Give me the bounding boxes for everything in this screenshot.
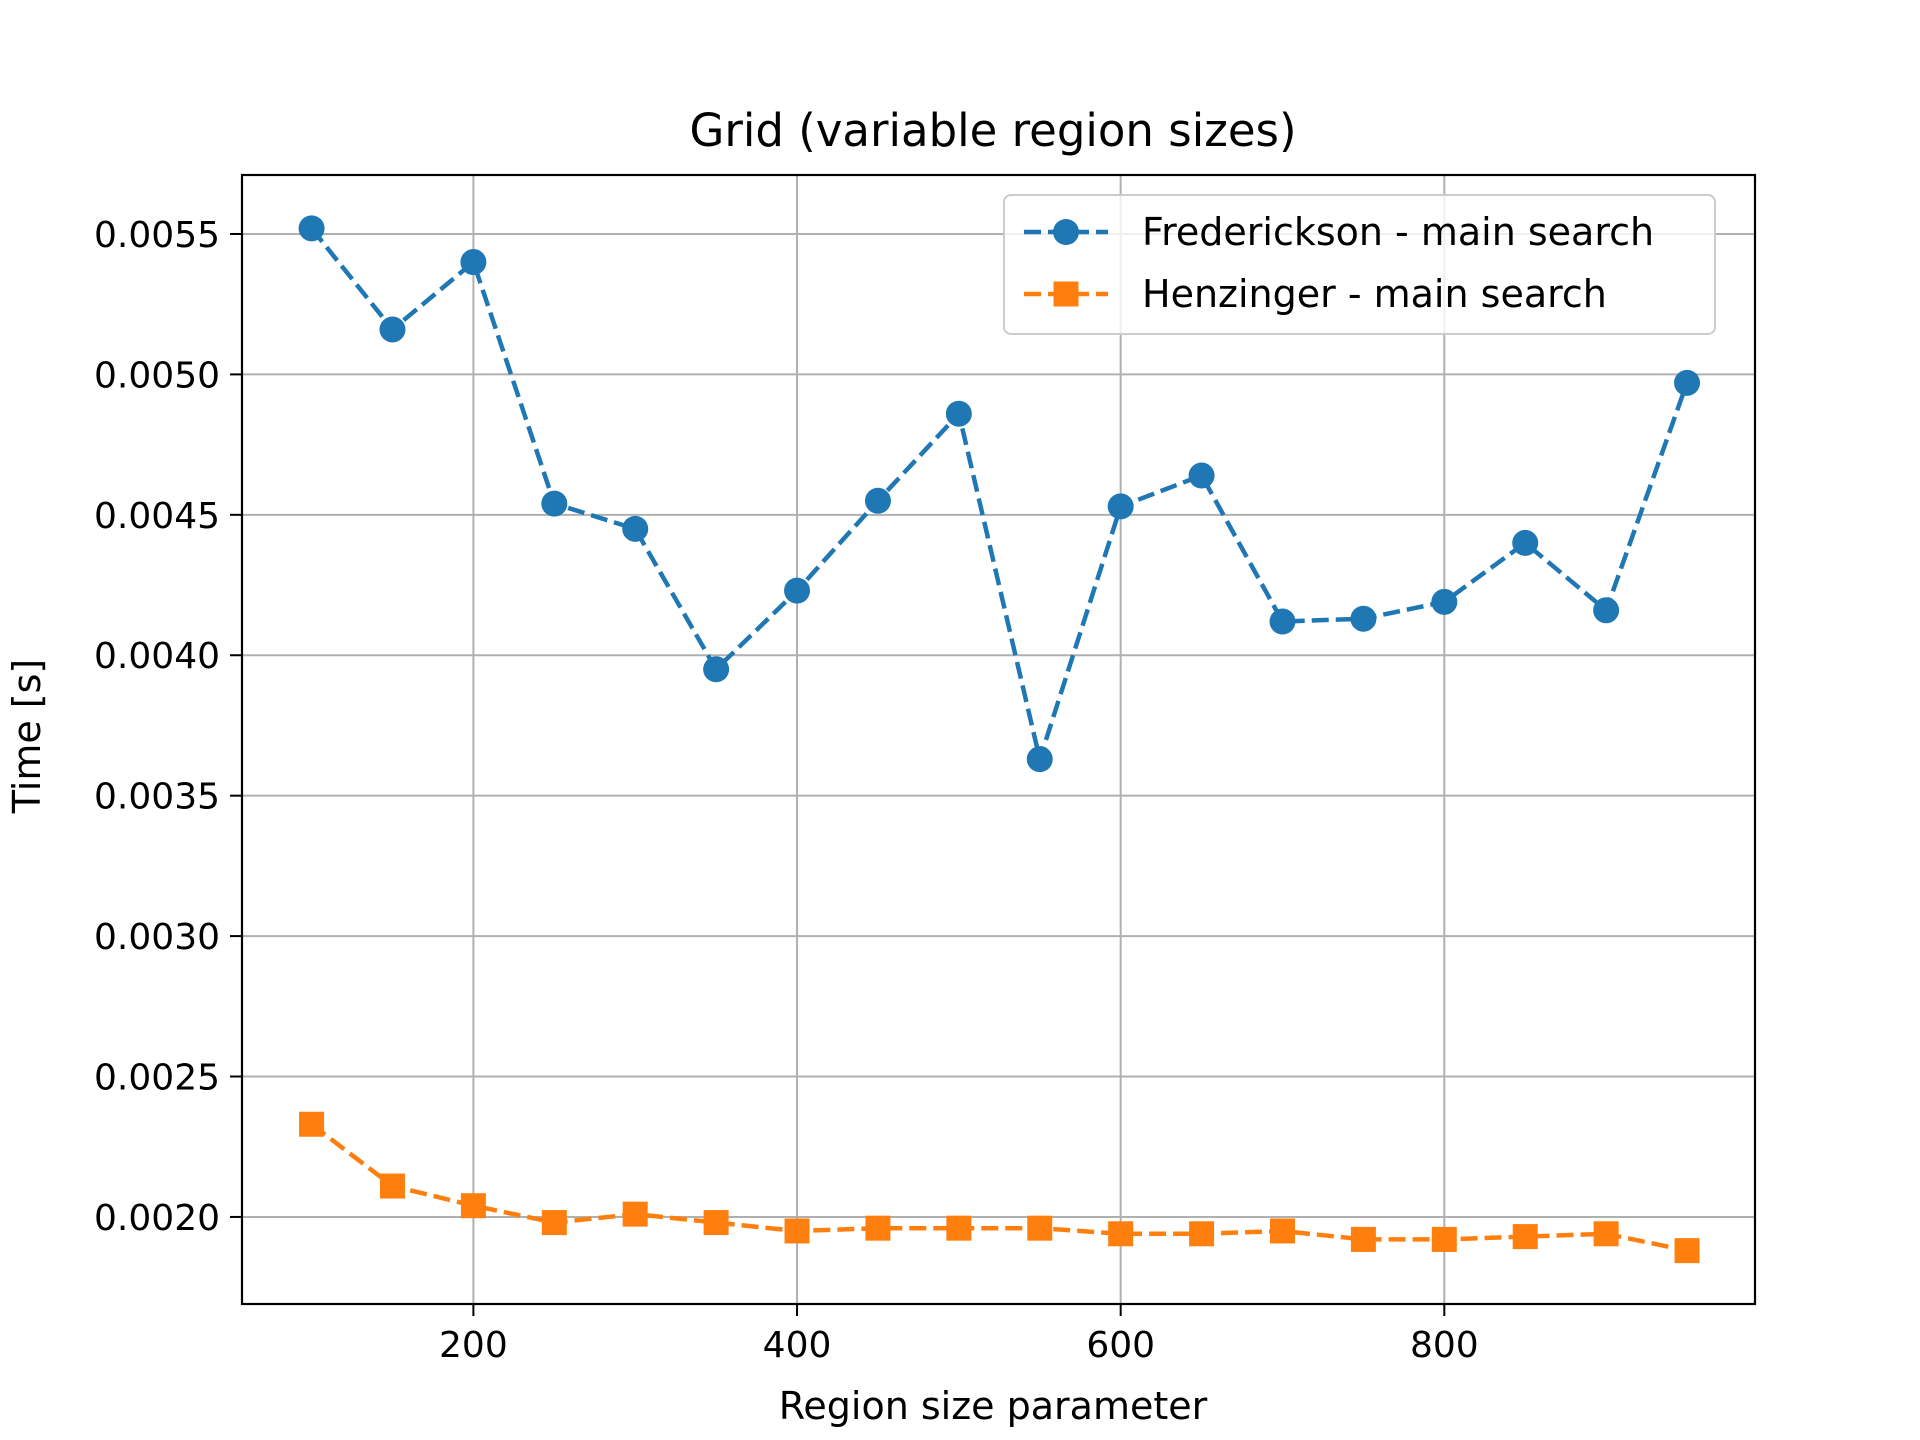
y-axis-label: Time [s] [5,659,49,815]
x-axis-ticks: 200 400 600 800 [439,1304,1479,1366]
legend-label: Henzinger - main search [1142,272,1607,316]
data-point [379,316,406,343]
data-point [784,1218,810,1244]
data-point [1269,608,1296,635]
legend: Frederickson - main search Henzinger - ma… [1003,194,1716,335]
data-point [299,1111,325,1137]
data-point [1189,1221,1215,1247]
legend-label: Frederickson - main search [1142,210,1654,254]
y-tick-label: 0.0050 [94,355,220,396]
data-point [1512,1224,1538,1250]
data-point [1107,493,1134,520]
data-point [541,1210,567,1236]
legend-marker [1053,281,1079,307]
data-point [460,1193,486,1219]
series-line [310,1122,1688,1253]
data-point [784,577,811,604]
legend-entry: Henzinger - main search [1024,272,1607,316]
data-point [1350,1226,1376,1252]
y-tick-label: 0.0030 [94,917,220,958]
plot-area-frame [240,173,1757,1306]
data-point [622,1201,648,1227]
data-point [1674,1238,1700,1264]
data-point [945,400,972,427]
chart-title: Grid (variable region sizes) [689,104,1296,157]
data-point [864,487,891,514]
y-tick-label: 0.0035 [94,777,220,818]
x-tick-label: 200 [439,1325,508,1366]
series-henzinger [299,1111,1700,1264]
data-point [865,1215,891,1241]
data-point [1027,1215,1053,1241]
data-point [1269,1218,1295,1244]
data-point [1512,529,1539,556]
data-point [1674,369,1701,396]
data-point [298,215,325,242]
y-tick-label: 0.0045 [94,496,220,537]
y-tick-label: 0.0025 [94,1058,220,1099]
data-point [1593,1221,1619,1247]
data-point [703,656,730,683]
data-point [1108,1221,1134,1247]
data-point [1593,597,1620,624]
x-axis-label: Region size parameter [779,1384,1208,1428]
data-point [1026,746,1053,773]
legend-entries: Frederickson - main search Henzinger - ma… [1024,210,1654,316]
legend-box [1003,194,1716,335]
y-axis-ticks: 0.0020 0.0025 0.0030 0.0035 0.0040 0.0045 0.00… [94,215,242,1239]
legend-entry: Frederickson - main search [1024,210,1654,254]
y-tick-label: 0.0055 [94,215,220,256]
series-frederickson [298,215,1701,773]
data-point [1431,588,1458,615]
data-point [460,249,487,276]
data-point [1431,1226,1457,1252]
legend-marker [1053,219,1079,245]
x-tick-label: 400 [763,1325,832,1366]
y-tick-label: 0.0040 [94,636,220,677]
x-tick-label: 800 [1410,1325,1479,1366]
data-point [622,515,649,542]
series-layer [298,215,1701,1264]
y-tick-label: 0.0020 [94,1198,220,1239]
data-point [1188,462,1215,489]
data-point [541,490,568,517]
data-point [946,1215,972,1241]
grid-lines [242,175,1755,1304]
data-point [703,1210,729,1236]
data-point [379,1173,405,1199]
x-tick-label: 600 [1086,1325,1155,1366]
series-line [309,226,1690,762]
data-point [1350,605,1377,632]
